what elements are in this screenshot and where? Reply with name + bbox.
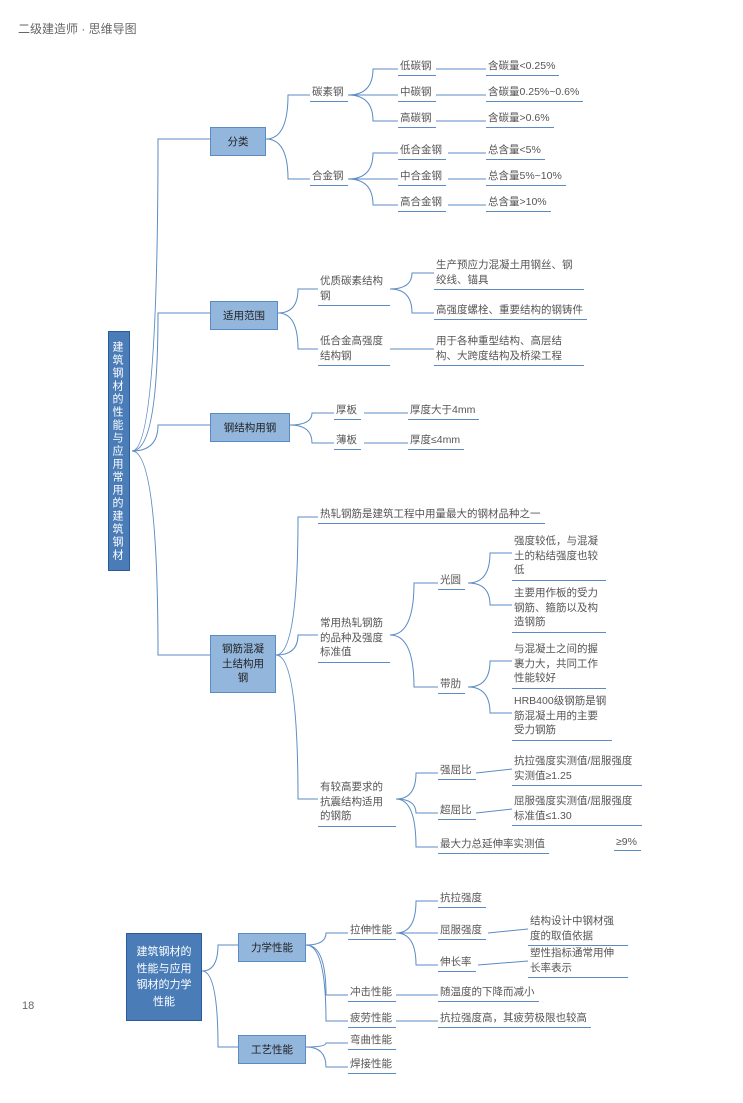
page-header: 二级建造师 · 思维导图	[18, 20, 725, 37]
connectors	[18, 43, 743, 1103]
